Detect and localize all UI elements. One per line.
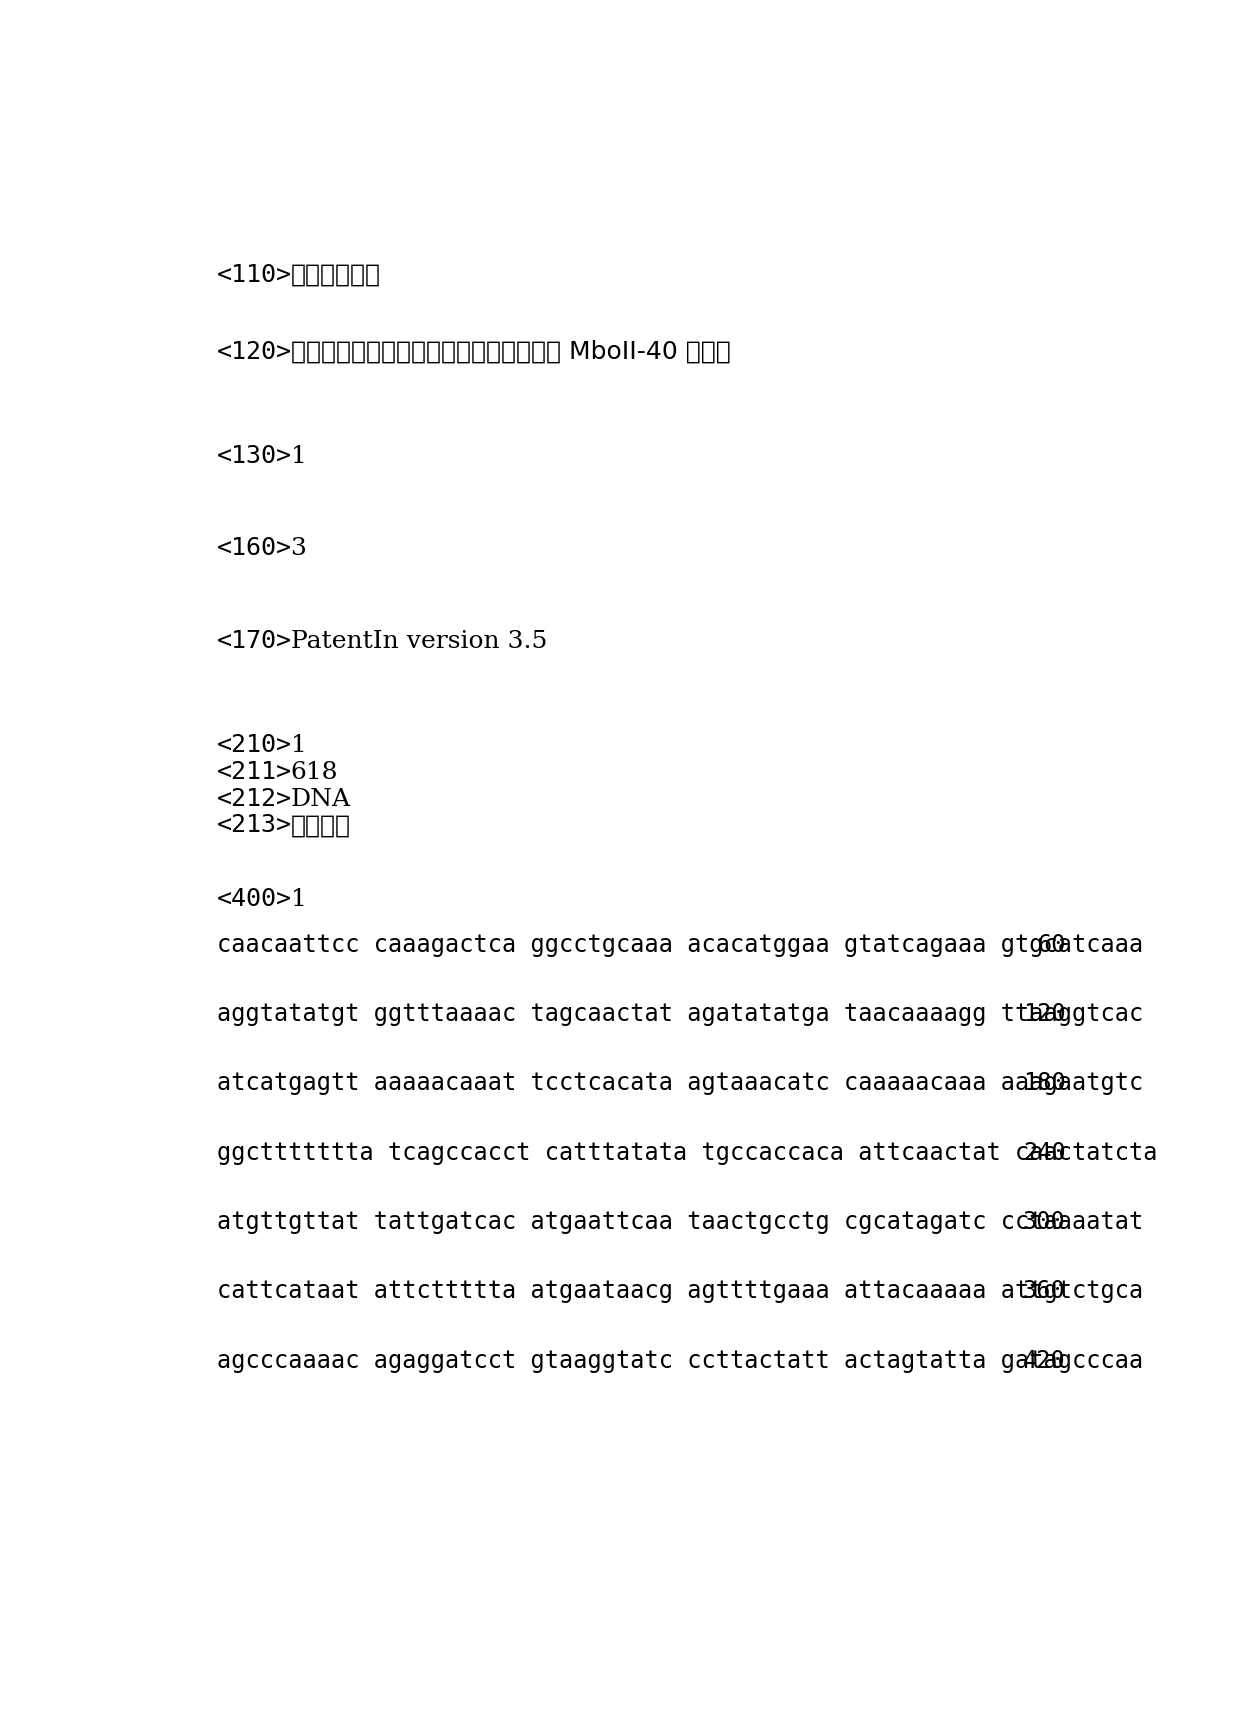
Text: 60: 60	[1037, 933, 1065, 957]
Text: <211>: <211>	[217, 760, 291, 784]
Text: 1: 1	[290, 734, 306, 756]
Text: 扩增产物: 扩增产物	[290, 813, 351, 838]
Text: 180: 180	[1023, 1071, 1065, 1095]
Text: 一种预示和鉴定西瓜果肉颜色的分子标记 MboII-40 及应用: 一种预示和鉴定西瓜果肉颜色的分子标记 MboII-40 及应用	[290, 340, 730, 364]
Text: 618: 618	[290, 760, 339, 784]
Text: 3: 3	[290, 537, 306, 560]
Text: 1: 1	[290, 446, 306, 468]
Text: caacaattcc caaagactca ggcctgcaaa acacatggaa gtatcagaaa gtgcatcaaa: caacaattcc caaagactca ggcctgcaaa acacatg…	[217, 933, 1143, 957]
Text: <120>: <120>	[217, 340, 291, 364]
Text: agcccaaaac agaggatcct gtaaggtatc ccttactatt actagtatta gatagcccaa: agcccaaaac agaggatcct gtaaggtatc ccttact…	[217, 1349, 1143, 1373]
Text: PatentIn version 3.5: PatentIn version 3.5	[290, 630, 547, 653]
Text: 240: 240	[1023, 1142, 1065, 1164]
Text: <212>: <212>	[217, 786, 291, 810]
Text: 360: 360	[1023, 1280, 1065, 1304]
Text: <400>: <400>	[217, 886, 291, 910]
Text: <210>: <210>	[217, 732, 291, 756]
Text: 120: 120	[1023, 1002, 1065, 1026]
Text: 1: 1	[290, 888, 306, 910]
Text: 东北农业大学: 东北农业大学	[290, 263, 381, 287]
Text: atgttgttat tattgatcac atgaattcaa taactgcctg cgcatagatc cctaaaatat: atgttgttat tattgatcac atgaattcaa taactgc…	[217, 1211, 1143, 1235]
Text: <110>: <110>	[217, 263, 291, 287]
Text: <213>: <213>	[217, 813, 291, 838]
Text: ggcttttttta tcagccacct catttatata tgccaccaca attcaactat caactatcta: ggcttttttta tcagccacct catttatata tgccac…	[217, 1142, 1157, 1164]
Text: <170>: <170>	[217, 629, 291, 653]
Text: aggtatatgt ggtttaaaac tagcaactat agatatatga taacaaaagg ttaaggtcac: aggtatatgt ggtttaaaac tagcaactat agatata…	[217, 1002, 1143, 1026]
Text: atcatgagtt aaaaacaaat tcctcacata agtaaacatc caaaaacaaa aaagaatgtc: atcatgagtt aaaaacaaat tcctcacata agtaaac…	[217, 1071, 1143, 1095]
Text: cattcataat attcttttta atgaataacg agttttgaaa attacaaaaa attgtctgca: cattcataat attcttttta atgaataacg agttttg…	[217, 1280, 1143, 1304]
Text: 300: 300	[1023, 1211, 1065, 1235]
Text: <130>: <130>	[217, 444, 291, 468]
Text: 420: 420	[1023, 1349, 1065, 1373]
Text: <160>: <160>	[217, 537, 291, 560]
Text: DNA: DNA	[290, 788, 351, 810]
